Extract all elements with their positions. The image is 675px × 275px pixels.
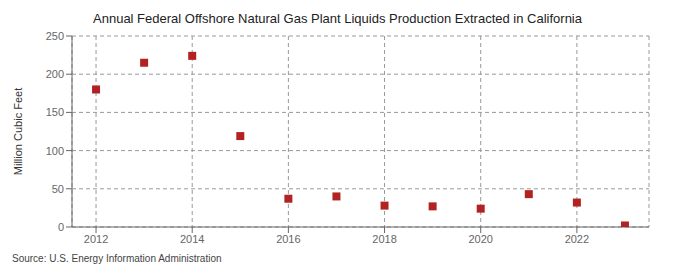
svg-text:2014: 2014 xyxy=(180,233,204,245)
svg-text:0: 0 xyxy=(58,221,64,233)
svg-text:2022: 2022 xyxy=(565,233,589,245)
html-text:Annual Federal Offshore Natura: Annual Federal Offshore Natural Gas Plan… xyxy=(93,11,582,26)
svg-text:100: 100 xyxy=(46,145,64,157)
svg-text:150: 150 xyxy=(46,106,64,118)
svg-text:200: 200 xyxy=(46,68,64,80)
html-text:Source: U.S. Energy Informatio: Source: U.S. Energy Information Administ… xyxy=(12,253,222,264)
svg-text:50: 50 xyxy=(52,183,64,195)
svg-text:2018: 2018 xyxy=(372,233,396,245)
svg-text:2012: 2012 xyxy=(84,233,108,245)
svg-text:2020: 2020 xyxy=(468,233,492,245)
svg-text:250: 250 xyxy=(46,30,64,42)
svg-text:2016: 2016 xyxy=(276,233,300,245)
svg-text:Million Cubic Feet: Million Cubic Feet xyxy=(12,88,24,175)
